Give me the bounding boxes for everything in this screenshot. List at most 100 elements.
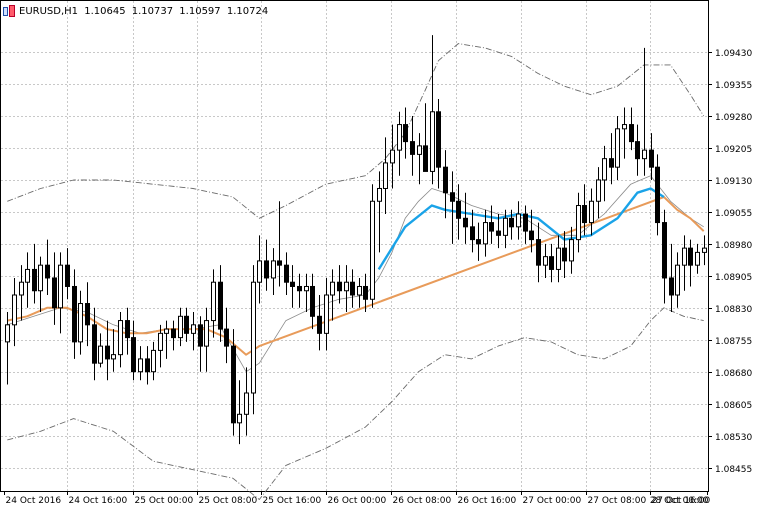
candle-body-down xyxy=(85,303,90,326)
candle xyxy=(695,243,700,274)
candle xyxy=(410,116,415,176)
candle xyxy=(476,222,481,261)
candle-body-up xyxy=(357,285,362,296)
candle xyxy=(543,243,548,278)
candle-body-up xyxy=(25,268,30,283)
candle xyxy=(489,205,494,244)
candle xyxy=(224,307,229,364)
candle xyxy=(52,252,57,325)
candle-body-down xyxy=(463,217,468,228)
high-price: 1.10737 xyxy=(131,5,174,17)
candle xyxy=(536,222,541,283)
candle xyxy=(25,252,30,308)
candle xyxy=(443,150,448,219)
candle xyxy=(5,312,10,385)
candle-body-up xyxy=(576,205,581,241)
candle xyxy=(138,346,143,381)
candle-body-down xyxy=(65,264,70,287)
candle-body-down xyxy=(476,239,481,245)
candle-body-up xyxy=(370,200,375,300)
plot-frame xyxy=(0,0,709,492)
candle-body-up xyxy=(483,222,488,245)
time-tick-label: 28 Oct 00:00 xyxy=(650,496,709,506)
candle xyxy=(251,265,256,415)
candle-body-down xyxy=(125,320,130,339)
time-tick-label: 27 Oct 16:00 xyxy=(652,496,711,506)
moving-averages xyxy=(7,187,705,356)
price-tick-label: 1.09130 xyxy=(715,177,752,187)
candle xyxy=(244,367,249,436)
candle xyxy=(171,320,176,351)
ma-slow-line xyxy=(7,196,705,356)
candle xyxy=(702,235,707,266)
time-tick-label: 27 Oct 00:00 xyxy=(523,496,582,506)
candle xyxy=(271,248,276,295)
candle xyxy=(523,205,528,244)
time-tick-label: 24 Oct 16:00 xyxy=(69,496,128,506)
candle-body-down xyxy=(489,222,494,232)
candle-body-down xyxy=(662,222,667,279)
price-tick-label: 1.08605 xyxy=(715,401,752,411)
candle-body-down xyxy=(496,230,501,236)
candle xyxy=(562,231,567,278)
price-tick-label: 1.08980 xyxy=(715,241,752,251)
candle-body-down xyxy=(688,247,693,266)
candle-body-down xyxy=(105,345,110,360)
candle-body-down xyxy=(231,345,236,424)
candle-body-up xyxy=(682,247,687,266)
bollinger-bands xyxy=(7,43,705,500)
candle-body-up xyxy=(383,162,388,189)
time-tick-label: 26 Oct 00:00 xyxy=(328,496,387,506)
candle-body-up xyxy=(417,145,422,155)
candle-body-up xyxy=(237,413,242,424)
candle-body-up xyxy=(304,285,309,292)
candle-body-up xyxy=(556,247,561,270)
candle-body-down xyxy=(649,149,654,168)
candle xyxy=(19,265,24,321)
time-axis[interactable]: 24 Oct 2016 24 Oct 16:00 25 Oct 00:00 25 Oc… xyxy=(4,491,711,506)
candle xyxy=(297,273,302,308)
candle-body-down xyxy=(629,124,634,143)
candle-body-up xyxy=(98,345,103,364)
candle-body-up xyxy=(138,358,143,373)
candle-body-up xyxy=(516,213,521,228)
candle-body-down xyxy=(290,281,295,287)
price-axis[interactable]: 1.09430 1.09355 1.09280 1.09205 1.09130 1.090… xyxy=(708,49,752,475)
candle xyxy=(363,273,368,313)
candle xyxy=(436,99,441,189)
candle xyxy=(582,184,587,236)
candle xyxy=(92,307,97,381)
candle xyxy=(509,209,514,240)
candle-body-down xyxy=(72,285,77,343)
candle-body-up xyxy=(430,111,435,172)
candle xyxy=(78,290,83,355)
candle xyxy=(655,154,660,236)
candle-body-down xyxy=(635,141,640,160)
candle xyxy=(45,239,50,295)
candle-body-up xyxy=(151,349,156,373)
candle xyxy=(105,320,110,381)
candle xyxy=(556,235,561,283)
candle xyxy=(304,273,309,313)
candle-body-down xyxy=(224,328,229,347)
candle xyxy=(158,324,163,368)
candle-body-down xyxy=(655,166,660,224)
candle xyxy=(191,312,196,351)
candle-body-up xyxy=(702,247,707,253)
candle-body-down xyxy=(669,277,674,296)
candle-body-down xyxy=(45,264,50,279)
candles xyxy=(5,35,707,445)
candle xyxy=(184,307,189,342)
candle xyxy=(12,277,17,347)
candle-body-up xyxy=(695,251,700,266)
candle xyxy=(496,214,501,249)
candle-body-down xyxy=(363,285,368,300)
candle-body-down xyxy=(443,166,448,194)
price-tick-label: 1.08905 xyxy=(715,273,752,283)
candle-body-up xyxy=(615,128,620,168)
candle-body-down xyxy=(509,217,514,228)
candle xyxy=(145,346,150,385)
candle xyxy=(350,269,355,308)
